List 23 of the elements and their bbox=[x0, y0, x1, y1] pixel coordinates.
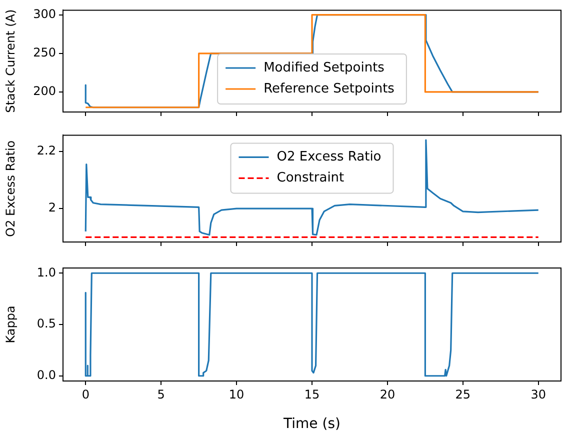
legend-label: Constraint bbox=[276, 170, 344, 186]
x-tick-label: 5 bbox=[157, 387, 165, 402]
x-tick-label: 15 bbox=[304, 387, 320, 402]
legend-label: O2 Excess Ratio bbox=[276, 150, 382, 165]
x-tick-label: 30 bbox=[530, 387, 546, 402]
x-tick-label: 25 bbox=[455, 387, 471, 402]
legend-label: Modified Setpoints bbox=[264, 60, 385, 76]
y-tick-label: 1.0 bbox=[36, 265, 56, 280]
y-tick-label: 250 bbox=[33, 46, 56, 60]
y-tick-label: 2 bbox=[48, 200, 56, 215]
x-tick-label: 10 bbox=[228, 387, 244, 402]
y-axis-title: Kappa bbox=[3, 306, 18, 344]
x-tick-label: 20 bbox=[380, 387, 396, 402]
y-tick-label: 300 bbox=[33, 6, 56, 21]
y-tick-label: 0.0 bbox=[36, 368, 56, 382]
y-tick-label: 2.2 bbox=[36, 144, 56, 158]
x-tick-label: 0 bbox=[82, 387, 90, 402]
y-tick-label: 0.5 bbox=[36, 316, 56, 331]
legend-label: Reference Setpoints bbox=[264, 81, 395, 96]
y-axis-title: Stack Current (A) bbox=[3, 9, 18, 113]
x-axis-title: Time (s) bbox=[282, 416, 340, 432]
y-axis-title: O2 Excess Ratio bbox=[3, 140, 18, 237]
y-tick-label: 200 bbox=[33, 84, 56, 98]
